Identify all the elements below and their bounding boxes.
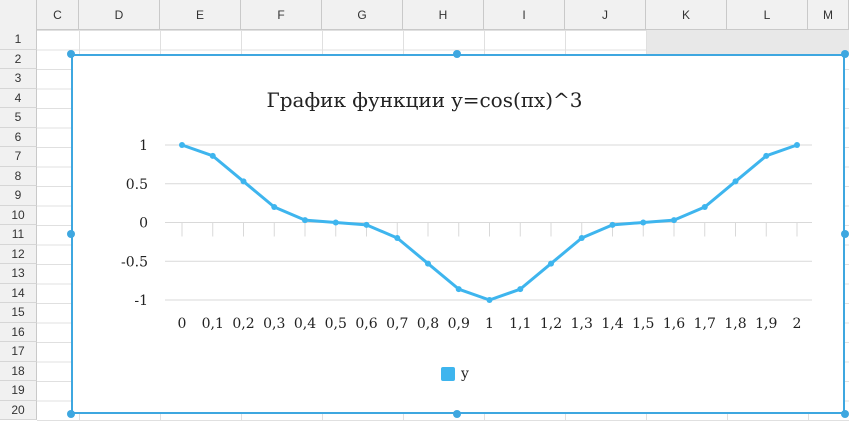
data-point — [363, 221, 370, 228]
x-tick-label: 1,5 — [632, 316, 654, 332]
y-tick-label: -0.5 — [121, 254, 148, 270]
x-tick-label: 1,7 — [694, 316, 716, 332]
row-header-7[interactable]: 7 — [0, 147, 37, 167]
column-header-L[interactable]: L — [727, 0, 808, 30]
data-point — [763, 152, 770, 159]
y-tick-label: 1 — [139, 138, 148, 154]
column-header-F[interactable]: F — [241, 0, 322, 30]
resize-handle[interactable] — [67, 230, 75, 238]
x-tick-label: 0,1 — [202, 316, 224, 332]
chart-title: График функции y=cos(πx)^3 — [266, 88, 583, 112]
x-tick-label: 0,9 — [448, 316, 470, 332]
y-tick-label: 0 — [139, 216, 148, 232]
data-point — [209, 152, 216, 159]
row-header-20[interactable]: 20 — [0, 400, 37, 420]
resize-handle[interactable] — [453, 50, 461, 58]
row-header-13[interactable]: 13 — [0, 264, 37, 284]
data-point — [394, 235, 401, 241]
x-tick-label: 0,2 — [232, 316, 254, 332]
highlighted-cells — [647, 30, 849, 54]
legend-label: y — [461, 366, 469, 382]
row-header-9[interactable]: 9 — [0, 186, 37, 206]
row-header-10[interactable]: 10 — [0, 205, 37, 225]
x-tick-label: 0 — [178, 316, 187, 332]
x-tick-label: 0,7 — [386, 316, 408, 332]
row-header-5[interactable]: 5 — [0, 108, 37, 128]
data-point — [425, 260, 431, 267]
select-all-corner[interactable] — [0, 0, 37, 30]
data-point — [671, 217, 677, 224]
row-header-18[interactable]: 18 — [0, 361, 37, 381]
row-header-15[interactable]: 15 — [0, 303, 37, 323]
column-header-K[interactable]: K — [646, 0, 727, 30]
data-point — [640, 219, 647, 226]
data-point — [517, 286, 524, 293]
x-tick-label: 0,4 — [294, 316, 316, 332]
column-header-bar — [0, 0, 849, 30]
row-header-4[interactable]: 4 — [0, 88, 37, 108]
column-header-D[interactable]: D — [79, 0, 160, 30]
data-point — [732, 178, 739, 185]
data-point — [455, 286, 462, 293]
x-tick-label: 1,3 — [571, 316, 593, 332]
row-header-12[interactable]: 12 — [0, 244, 37, 264]
row-header-14[interactable]: 14 — [0, 283, 37, 303]
x-tick-label: 2 — [793, 316, 802, 332]
resize-handle[interactable] — [453, 410, 461, 418]
data-point — [271, 204, 278, 210]
row-header-3[interactable]: 3 — [0, 69, 37, 89]
data-point — [486, 297, 493, 303]
row-header-16[interactable]: 16 — [0, 322, 37, 342]
row-header-11[interactable]: 11 — [0, 225, 37, 245]
row-header-19[interactable]: 19 — [0, 381, 37, 401]
row-header-2[interactable]: 2 — [0, 49, 37, 69]
data-point — [701, 204, 708, 210]
resize-handle[interactable] — [841, 50, 849, 58]
resize-handle[interactable] — [67, 50, 75, 58]
data-point — [578, 235, 585, 241]
column-header-J[interactable]: J — [565, 0, 646, 30]
x-tick-label: 1,6 — [663, 316, 685, 332]
x-tick-label: 0,5 — [325, 316, 347, 332]
resize-handle[interactable] — [841, 230, 849, 238]
x-tick-label: 1,1 — [509, 316, 531, 332]
x-tick-label: 0,8 — [417, 316, 439, 332]
row-header-6[interactable]: 6 — [0, 127, 37, 147]
legend-swatch — [441, 367, 455, 381]
row-header-17[interactable]: 17 — [0, 342, 37, 362]
column-header-E[interactable]: E — [160, 0, 241, 30]
y-tick-label: -1 — [134, 293, 148, 309]
data-point — [332, 219, 339, 226]
x-tick-label: 1 — [485, 316, 494, 332]
data-point — [302, 217, 308, 224]
resize-handle[interactable] — [841, 410, 849, 418]
x-tick-label: 0,3 — [263, 316, 285, 332]
y-tick-label: 0.5 — [126, 177, 148, 193]
data-point — [240, 178, 247, 185]
column-header-G[interactable]: G — [322, 0, 403, 30]
row-header-1[interactable]: 1 — [0, 30, 37, 50]
x-tick-label: 0,6 — [355, 316, 377, 332]
data-point — [794, 142, 800, 148]
x-tick-label: 1,9 — [755, 316, 777, 332]
resize-handle[interactable] — [67, 410, 75, 418]
row-header-8[interactable]: 8 — [0, 166, 37, 186]
x-tick-label: 1,2 — [540, 316, 562, 332]
x-tick-label: 1,4 — [601, 316, 623, 332]
column-header-H[interactable]: H — [403, 0, 484, 30]
data-point — [548, 260, 554, 267]
column-header-I[interactable]: I — [484, 0, 565, 30]
data-point — [609, 221, 616, 228]
column-header-C[interactable]: C — [37, 0, 79, 30]
data-point — [179, 142, 185, 148]
chart-legend: y — [441, 366, 469, 382]
x-tick-label: 1,8 — [724, 316, 746, 332]
